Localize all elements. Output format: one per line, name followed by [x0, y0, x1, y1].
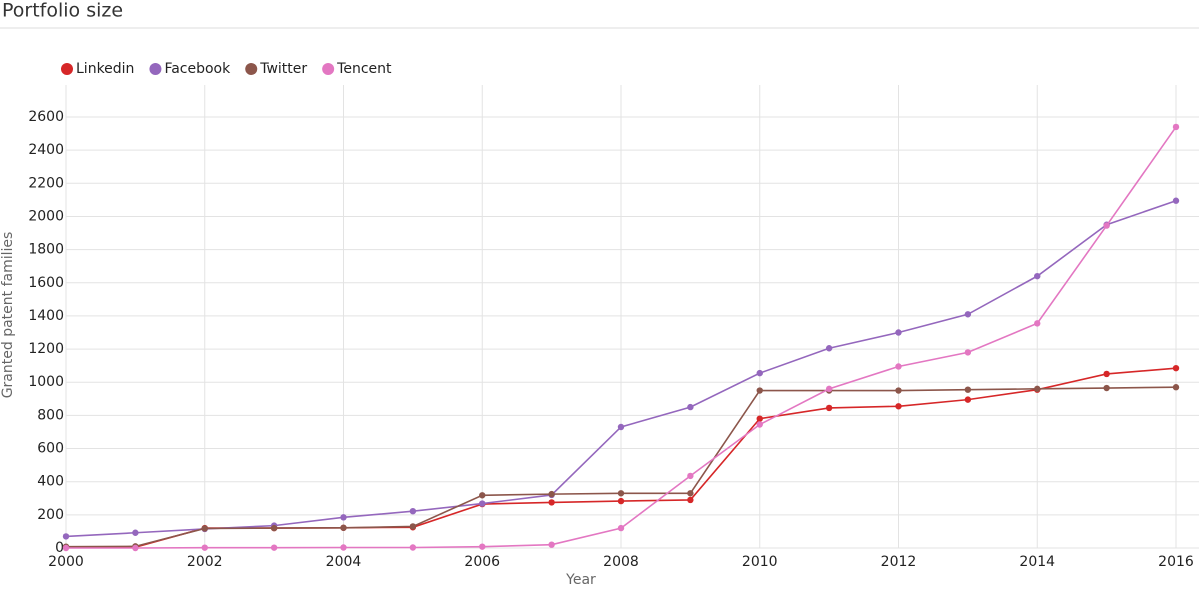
data-point	[895, 387, 902, 394]
y-tick-label: 1000	[28, 374, 64, 390]
x-tick-label: 2008	[603, 554, 639, 570]
data-point	[895, 363, 902, 370]
data-point	[964, 386, 972, 393]
legend-label[interactable]: Linkedin	[76, 61, 134, 77]
data-point	[340, 524, 347, 531]
data-point	[687, 496, 694, 504]
y-tick-label: 2600	[28, 109, 64, 125]
y-axis-title: Granted patent families	[0, 232, 16, 399]
data-point	[895, 329, 902, 336]
data-point	[756, 387, 763, 394]
data-point	[1172, 123, 1180, 131]
y-tick-label: 2000	[28, 208, 64, 224]
data-point	[964, 349, 972, 356]
x-tick-label: 2006	[464, 554, 500, 570]
data-point	[617, 490, 625, 497]
data-point	[617, 423, 625, 431]
data-point	[409, 544, 417, 551]
data-point	[617, 497, 625, 505]
data-point	[548, 490, 555, 498]
y-tick-label: 400	[37, 474, 64, 490]
y-tick-label: 800	[37, 407, 64, 423]
data-point	[756, 421, 763, 428]
data-point	[201, 525, 208, 532]
x-axis-title: Year	[565, 572, 596, 588]
legend-marker[interactable]	[245, 63, 258, 75]
y-tick-label: 1800	[28, 242, 64, 258]
y-tick-label: 200	[37, 507, 64, 523]
data-point	[1034, 272, 1041, 280]
data-point	[825, 345, 833, 352]
data-point	[895, 403, 902, 410]
x-tick-label: 2002	[187, 554, 223, 570]
legend-label[interactable]: Twitter	[259, 61, 307, 77]
data-point	[964, 311, 972, 318]
data-point	[1172, 384, 1180, 391]
data-point	[132, 544, 139, 552]
data-point	[201, 544, 208, 551]
data-point	[1172, 197, 1180, 204]
data-point	[409, 507, 417, 515]
chart-title: Portfolio size	[2, 0, 123, 22]
data-point	[340, 514, 347, 521]
data-point	[756, 369, 763, 377]
data-point	[479, 492, 486, 499]
legend-marker[interactable]	[61, 63, 73, 75]
data-point	[1103, 222, 1110, 229]
data-point	[340, 544, 347, 551]
legend-label[interactable]: Facebook	[164, 61, 231, 77]
data-point	[1034, 385, 1041, 393]
data-point	[687, 403, 694, 411]
data-point	[270, 524, 278, 532]
x-tick-label: 2004	[326, 554, 362, 570]
legend-label[interactable]: Tencent	[336, 61, 392, 77]
y-tick-label: 1600	[28, 275, 64, 291]
data-point	[825, 404, 833, 412]
data-point	[62, 533, 70, 540]
data-point	[687, 490, 694, 497]
data-point	[479, 543, 486, 550]
y-tick-label: 600	[37, 441, 64, 457]
x-tick-label: 2012	[881, 554, 917, 570]
data-point	[756, 415, 763, 422]
data-point	[1103, 370, 1110, 378]
data-point	[1103, 384, 1110, 392]
x-tick-label: 2010	[742, 554, 778, 570]
data-point	[825, 385, 833, 393]
data-point	[1034, 320, 1041, 327]
data-point	[548, 499, 555, 506]
y-tick-label: 2200	[28, 175, 64, 191]
data-point	[687, 472, 694, 480]
x-tick-label: 2000	[48, 554, 84, 570]
y-tick-label: 2400	[28, 142, 64, 158]
legend-marker[interactable]	[322, 63, 335, 75]
data-point	[617, 524, 625, 532]
data-point	[479, 500, 486, 507]
data-point	[62, 544, 70, 552]
y-tick-label: 1400	[28, 308, 64, 324]
data-point	[1172, 364, 1180, 372]
data-point	[409, 523, 417, 530]
y-tick-label: 0	[55, 540, 64, 556]
data-point	[270, 544, 278, 551]
x-tick-label: 2016	[1158, 554, 1194, 570]
data-point	[548, 541, 555, 548]
data-point	[964, 396, 972, 403]
x-tick-label: 2014	[1019, 554, 1055, 570]
data-point	[132, 529, 139, 536]
legend-marker[interactable]	[149, 63, 162, 75]
y-tick-label: 1200	[28, 341, 64, 357]
